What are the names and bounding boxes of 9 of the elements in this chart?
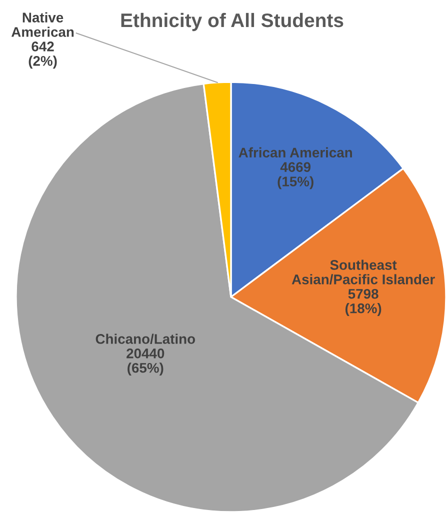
data-label: 20440 (65%) <box>126 348 164 376</box>
slice-label: Native American <box>11 12 74 37</box>
data-label: 4669 (15%) <box>278 162 314 190</box>
chart-title: Ethnicity of All Students <box>121 12 344 32</box>
data-label: 642 (2%) <box>28 42 57 69</box>
slice-label: Chicano/Latino <box>96 334 195 344</box>
data-label: 5798 (18%) <box>345 288 382 316</box>
slice-label: Southeast Asian/Pacific Islander <box>292 260 435 284</box>
slice-label: African American <box>238 147 352 158</box>
